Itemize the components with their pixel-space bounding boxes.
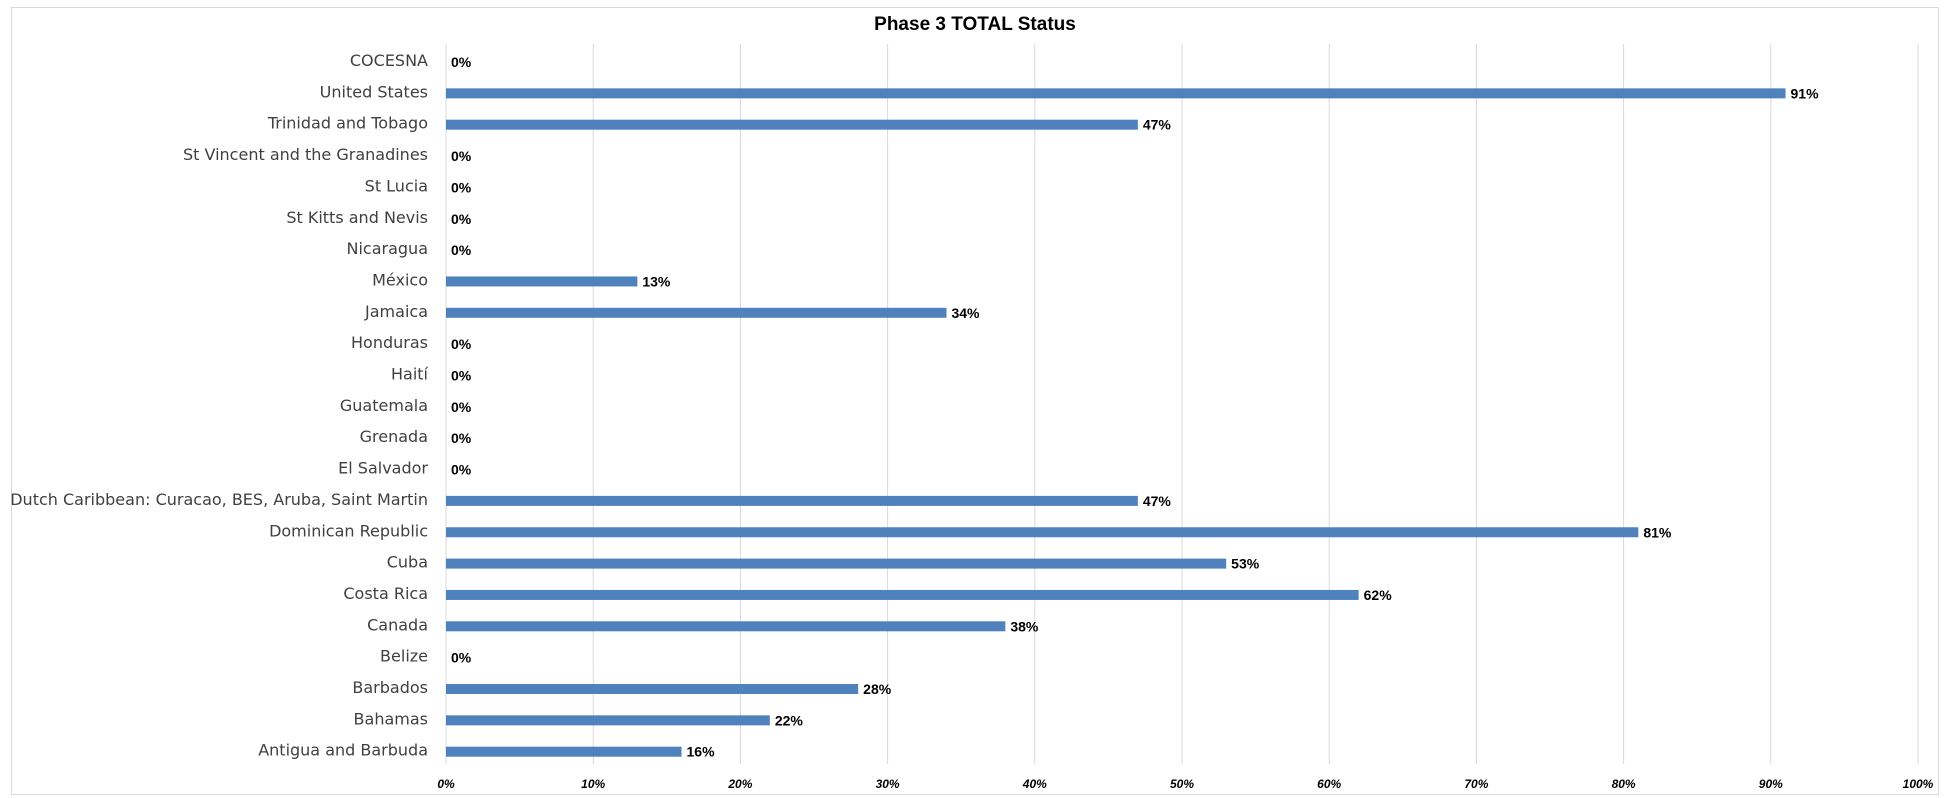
x-tick-label: 100% — [1903, 777, 1934, 791]
category-label: St Vincent and the Granadines — [183, 145, 428, 164]
category-label: Nicaragua — [347, 239, 429, 258]
category-label: Haití — [391, 365, 429, 384]
category-label: Canada — [367, 615, 428, 634]
x-tick-label: 80% — [1612, 777, 1636, 791]
data-label: 0% — [451, 399, 472, 415]
data-label: 62% — [1364, 587, 1393, 603]
x-tick-label: 0% — [437, 777, 455, 791]
data-label: 91% — [1791, 85, 1820, 101]
category-label: Dominican Republic — [269, 521, 428, 540]
category-label: Costa Rica — [343, 584, 428, 603]
category-label: Dutch Caribbean: Curacao, BES, Aruba, Sa… — [10, 490, 428, 509]
bar — [446, 119, 1138, 130]
data-label: 0% — [451, 148, 472, 164]
category-label: El Salvador — [338, 459, 428, 478]
category-label: Barbados — [352, 678, 428, 697]
x-tick-label: 30% — [876, 777, 900, 791]
category-label: Cuba — [387, 553, 428, 572]
bar — [446, 589, 1359, 600]
x-tick-label: 50% — [1170, 777, 1194, 791]
category-label: Grenada — [360, 427, 428, 446]
bar — [446, 495, 1138, 506]
data-label: 0% — [451, 336, 472, 352]
bar — [446, 527, 1639, 538]
category-label: United States — [320, 82, 428, 101]
x-tick-label: 60% — [1317, 777, 1341, 791]
chart-title: Phase 3 TOTAL Status — [874, 14, 1076, 35]
category-label: México — [372, 270, 428, 289]
bar — [446, 276, 638, 287]
x-tick-label: 20% — [727, 777, 752, 791]
data-label: 22% — [775, 712, 804, 728]
x-tick-label: 70% — [1464, 777, 1488, 791]
data-label: 0% — [451, 368, 472, 384]
category-label: Trinidad and Tobago — [267, 114, 428, 133]
data-label: 47% — [1143, 493, 1172, 509]
data-label: 38% — [1010, 618, 1039, 634]
category-label: Antigua and Barbuda — [258, 741, 428, 760]
category-label: Belize — [380, 647, 428, 666]
bar — [446, 684, 859, 694]
data-label: 0% — [451, 242, 472, 258]
bar — [446, 715, 770, 726]
data-label: 28% — [863, 681, 892, 697]
data-label: 16% — [687, 744, 716, 760]
bar — [446, 307, 947, 318]
chart-area: Phase 3 TOTAL Status — [11, 7, 1939, 795]
category-label: Bahamas — [354, 709, 428, 728]
data-label: 47% — [1143, 117, 1172, 133]
category-label: Jamaica — [364, 302, 428, 321]
data-label: 0% — [451, 430, 472, 446]
data-label: 0% — [451, 462, 472, 478]
category-label: COCESNA — [350, 51, 428, 70]
category-label: Honduras — [351, 333, 428, 352]
category-label: St Lucia — [365, 176, 428, 195]
category-label: Guatemala — [340, 396, 428, 415]
data-label: 0% — [451, 54, 472, 70]
category-label: St Kitts and Nevis — [286, 208, 428, 227]
x-tick-label: 40% — [1022, 777, 1047, 791]
data-label: 34% — [951, 305, 980, 321]
x-tick-label: 10% — [581, 777, 605, 791]
data-label: 0% — [451, 211, 472, 227]
bar — [446, 558, 1227, 569]
bar — [446, 621, 1006, 632]
bar — [446, 88, 1786, 99]
data-label: 0% — [451, 179, 472, 195]
data-label: 53% — [1231, 556, 1260, 572]
bar — [446, 746, 682, 757]
x-tick-label: 90% — [1759, 777, 1783, 791]
data-label: 81% — [1643, 524, 1672, 540]
data-label: 0% — [451, 650, 472, 666]
data-label: 13% — [642, 273, 671, 289]
